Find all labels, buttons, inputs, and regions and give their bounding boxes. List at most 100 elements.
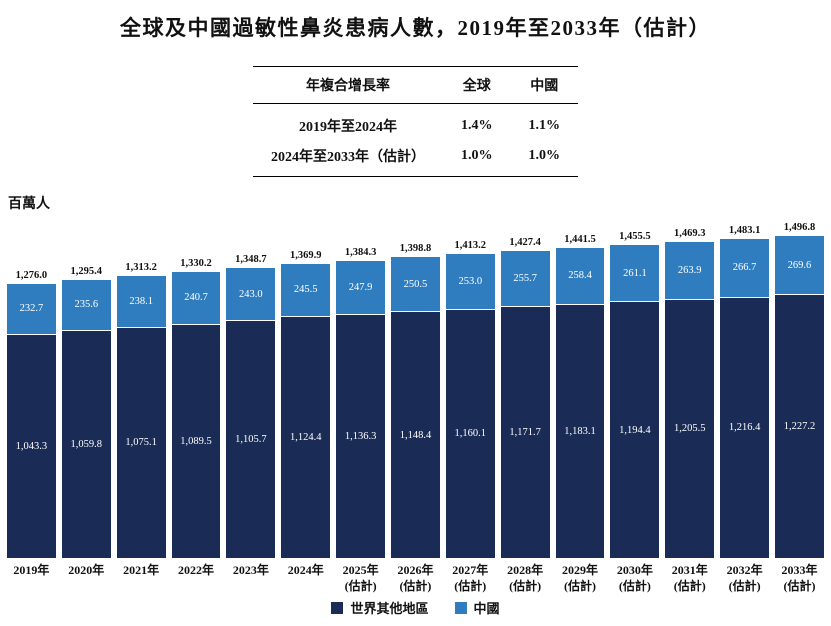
- bar-segment-world-others: 1,216.4: [720, 297, 770, 558]
- x-axis-label: 2020年: [62, 563, 111, 594]
- bar-column: 1,295.4 235.6 1,059.8: [61, 266, 111, 558]
- bar-column: 1,276.0 232.7 1,043.3: [7, 270, 56, 558]
- segment-value-label: 240.7: [184, 292, 208, 304]
- x-axis-label: 2030年 (估計): [610, 563, 659, 594]
- segment-value-label: 258.4: [568, 270, 592, 282]
- x-axis-label-year: 2033年: [781, 563, 818, 577]
- bar-segment-china: 238.1: [116, 275, 166, 328]
- bar-total-label: 1,441.5: [564, 234, 596, 246]
- legend-label-china: 中國: [473, 601, 500, 616]
- bar-segment-world-others: 1,105.7: [226, 321, 276, 558]
- bar-column: 1,427.4 255.7 1,171.7: [500, 237, 550, 558]
- bar-column: 1,398.8 250.5 1,148.4: [391, 243, 440, 558]
- bar-segment-world-others: 1,124.4: [281, 317, 331, 558]
- bar-segment-china: 261.1: [610, 245, 660, 303]
- x-axis-label-year: 2024年: [287, 563, 324, 577]
- bar-segment-china: 258.4: [555, 248, 605, 305]
- x-axis-label-estimate: (估計): [399, 578, 432, 593]
- x-axis-label-year: 2020年: [68, 563, 105, 577]
- bar-segment-china: 269.6: [775, 236, 824, 296]
- cagr-header-global: 全球: [462, 79, 491, 94]
- y-axis-unit-label: 百萬人: [8, 197, 50, 212]
- x-axis-label: 2025年 (估計): [336, 563, 385, 594]
- bar-segment-china: 266.7: [720, 239, 770, 298]
- bar-segment-china: 253.0: [445, 254, 495, 310]
- bar-segment-china: 247.9: [336, 260, 386, 315]
- bar-segment-china: 245.5: [281, 263, 331, 318]
- cagr-header-china: 中國: [530, 79, 559, 94]
- x-axis-label-estimate: (估計): [454, 578, 487, 593]
- bar-total-label: 1,413.2: [454, 240, 487, 252]
- bar-segment-china: 235.6: [61, 279, 111, 331]
- bar-column: 1,330.2 240.7 1,089.5: [171, 258, 221, 558]
- bar-column: 1,496.8 269.6 1,227.2: [775, 222, 824, 558]
- cagr-row-global-value: 1.4%: [461, 118, 493, 133]
- segment-value-label: 261.1: [623, 267, 647, 279]
- bar-segment-china: 240.7: [171, 272, 221, 325]
- x-axis-label-year: 2025年: [342, 563, 379, 577]
- x-axis-label: 2024年: [281, 563, 330, 594]
- segment-value-label: 1,227.2: [783, 421, 816, 433]
- x-axis-label-year: 2029年: [562, 563, 599, 577]
- bar-segment-world-others: 1,183.1: [555, 304, 605, 558]
- bar-total-label: 1,455.5: [619, 231, 651, 243]
- bar-segment-world-others: 1,075.1: [116, 327, 166, 558]
- bar-segment-world-others: 1,171.7: [500, 307, 550, 558]
- cagr-header-row: 年複合增長率 全球 中國: [253, 66, 578, 104]
- segment-value-label: 266.7: [732, 262, 757, 274]
- x-axis-label-year: 2032年: [726, 563, 763, 577]
- cagr-row-2024-2033: 2024年至2033年（估計） 1.0% 1.0%: [253, 141, 578, 177]
- x-axis: 2019年 2020年 2021年 2022年 2023年 2024年 2025年 (估計) 2…: [4, 558, 827, 594]
- x-axis-label: 2022年: [172, 563, 221, 594]
- x-axis-label-estimate: (估計): [618, 578, 651, 593]
- cagr-row-global-value: 1.0%: [461, 148, 493, 163]
- segment-value-label: 243.0: [239, 288, 263, 300]
- segment-value-label: 1,205.5: [673, 423, 706, 435]
- segment-value-label: 247.9: [348, 281, 373, 293]
- stacked-bar-chart: 1,276.0 232.7 1,043.3 1,295.4 235.6 1,059.8 1,…: [4, 208, 827, 594]
- x-axis-label-year: 2027年: [452, 563, 489, 577]
- x-axis-label-estimate: (估計): [728, 578, 761, 593]
- bar-segment-china: 250.5: [391, 257, 440, 312]
- x-axis-label-estimate: (估計): [509, 578, 542, 593]
- bar-segment-world-others: 1,160.1: [445, 309, 495, 558]
- segment-value-label: 1,183.1: [564, 425, 596, 437]
- segment-value-label: 235.6: [74, 299, 99, 311]
- x-axis-label-year: 2019年: [13, 563, 50, 577]
- x-axis-label: 2019年: [7, 563, 56, 594]
- legend-swatch-world-others: [331, 601, 344, 614]
- segment-value-label: 1,075.1: [125, 437, 157, 449]
- segment-value-label: 1,136.3: [344, 430, 377, 442]
- bar-total-label: 1,496.8: [783, 222, 816, 234]
- bar-total-label: 1,276.0: [15, 269, 48, 281]
- legend-item-world-others: 世界其他地區: [331, 598, 429, 617]
- plot-area: 1,276.0 232.7 1,043.3 1,295.4 235.6 1,059.8 1,…: [4, 208, 827, 558]
- bar-segment-world-others: 1,059.8: [61, 331, 111, 558]
- bar-column: 1,469.3 263.9 1,205.5: [665, 228, 715, 558]
- x-axis-label-estimate: (估計): [673, 578, 706, 593]
- bar-total-label: 1,384.3: [344, 246, 377, 258]
- bar-segment-world-others: 1,227.2: [775, 295, 824, 558]
- x-axis-label: 2027年 (估計): [446, 563, 495, 594]
- page-title: 全球及中國過敏性鼻炎患病人數，2019年至2033年（估計）: [120, 16, 711, 40]
- legend-item-china: 中國: [454, 598, 500, 617]
- legend-swatch-china: [454, 601, 467, 614]
- cagr-row-2019-2024: 2019年至2024年 1.4% 1.1%: [253, 104, 578, 142]
- bar-segment-world-others: 1,148.4: [391, 312, 440, 558]
- segment-value-label: 1,043.3: [15, 440, 48, 452]
- x-axis-label-year: 2021年: [123, 563, 160, 577]
- bar-segment-china: 243.0: [226, 268, 276, 322]
- x-axis-label-estimate: (估計): [344, 578, 377, 593]
- x-axis-label: 2021年: [117, 563, 166, 594]
- bar-segment-world-others: 1,089.5: [171, 324, 221, 558]
- segment-value-label: 238.1: [129, 295, 153, 307]
- bar-total-label: 1,469.3: [673, 228, 706, 240]
- bar-total-label: 1,483.1: [728, 225, 761, 237]
- cagr-row-china-value: 1.1%: [528, 118, 561, 133]
- x-axis-label-year: 2026年: [397, 563, 434, 577]
- segment-value-label: 263.9: [677, 265, 702, 277]
- bar-segment-china: 263.9: [665, 242, 715, 300]
- bar-column: 1,384.3 247.9 1,136.3: [336, 246, 386, 558]
- segment-value-label: 1,160.1: [454, 428, 487, 440]
- x-axis-label-year: 2031年: [671, 563, 708, 577]
